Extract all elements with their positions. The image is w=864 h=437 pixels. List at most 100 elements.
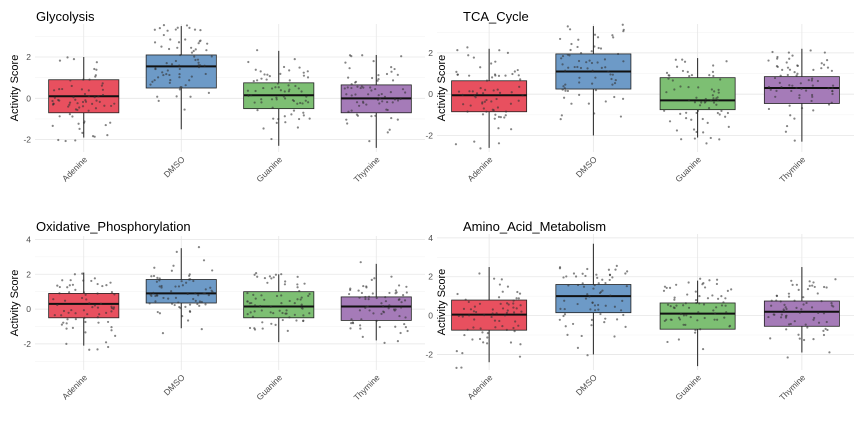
y-tick-label: 4 [428, 233, 433, 243]
jitter-point [593, 45, 596, 48]
jitter-point [808, 280, 811, 283]
jitter-point [718, 113, 721, 116]
jitter-point [466, 110, 469, 113]
jitter-point [275, 98, 278, 101]
jitter-point [392, 308, 396, 311]
jitter-point [677, 316, 681, 319]
facet-panel-4: Amino_Acid_Metabolism Activity Score -2 0 2 4… [425, 219, 854, 402]
jitter-point [566, 89, 569, 93]
jitter-point [596, 276, 599, 279]
jitter-point [156, 276, 159, 280]
jitter-point [190, 46, 193, 49]
jitter-point [662, 289, 666, 292]
jitter-point [824, 327, 827, 330]
jitter-point [506, 309, 509, 312]
jitter-point [371, 292, 374, 295]
jitter-point [275, 121, 278, 124]
jitter-point [717, 88, 720, 91]
jitter-point [500, 278, 503, 281]
jitter-point [723, 316, 726, 319]
jitter-point [380, 302, 383, 305]
jitter-point [580, 334, 583, 338]
jitter-point [492, 89, 495, 92]
jitter-point [399, 306, 403, 309]
jitter-point [473, 318, 476, 321]
jitter-point [665, 318, 668, 321]
jitter-point [682, 323, 685, 326]
jitter-point [107, 345, 110, 349]
jitter-point [404, 325, 407, 329]
jitter-point [251, 315, 255, 318]
jitter-point [510, 128, 513, 131]
jitter-point [576, 283, 580, 287]
jitter-point [356, 85, 359, 88]
box-adenine [48, 293, 120, 319]
jitter-point [361, 54, 364, 57]
jitter-point [96, 282, 99, 286]
jitter-point [96, 306, 100, 309]
jitter-point [820, 67, 823, 70]
jitter-point [204, 303, 207, 306]
jitter-point [820, 62, 823, 65]
jitter-point [160, 45, 163, 48]
jitter-point [361, 335, 364, 338]
jitter-point [609, 294, 612, 297]
jitter-point [279, 89, 282, 92]
jitter-point [675, 129, 679, 132]
jitter-point [197, 64, 200, 67]
jitter-point [206, 42, 209, 45]
jitter-point [372, 312, 375, 315]
jitter-point [62, 321, 65, 324]
jitter-point [350, 86, 353, 90]
jitter-point [291, 99, 295, 102]
jitter-point [565, 275, 568, 278]
jitter-point [787, 51, 790, 54]
jitter-point [586, 293, 589, 296]
jitter-point [613, 81, 617, 85]
jitter-point [162, 33, 165, 37]
jitter-point [713, 318, 716, 321]
jitter-point [254, 89, 257, 93]
jitter-point [83, 316, 86, 320]
jitter-point [96, 292, 99, 295]
jitter-point [293, 302, 296, 305]
jitter-point [87, 109, 90, 112]
jitter-point [105, 284, 108, 287]
jitter-point [376, 79, 379, 82]
jitter-point [457, 90, 461, 93]
jitter-point [349, 327, 352, 330]
jitter-point [666, 340, 669, 344]
jitter-point [491, 312, 494, 315]
jitter-point [593, 284, 596, 287]
jitter-point [380, 312, 383, 316]
jitter-point [101, 284, 104, 288]
jitter-point [389, 90, 392, 94]
jitter-point [284, 312, 287, 315]
jitter-point [559, 37, 562, 41]
jitter-point [200, 328, 203, 331]
jitter-point [153, 28, 156, 31]
jitter-point [472, 310, 476, 313]
jitter-point [558, 266, 562, 269]
jitter-point [490, 76, 494, 79]
jitter-point [823, 51, 826, 54]
jitter-point [564, 83, 567, 86]
jitter-point [246, 89, 250, 92]
jitter-point [364, 306, 367, 309]
jitter-point [720, 295, 723, 298]
jitter-point [589, 308, 592, 311]
jitter-point [288, 79, 291, 82]
jitter-point [504, 74, 507, 77]
jitter-point [797, 333, 800, 336]
jitter-point [346, 86, 349, 89]
jitter-point [825, 59, 829, 62]
jitter-point [704, 100, 707, 103]
jitter-point [490, 315, 493, 319]
jitter-point [802, 338, 806, 342]
jitter-point [68, 284, 71, 287]
jitter-point [83, 92, 87, 96]
jitter-point [69, 79, 72, 82]
jitter-point [688, 74, 691, 78]
jitter-point [262, 127, 265, 130]
jitter-point [717, 91, 720, 94]
